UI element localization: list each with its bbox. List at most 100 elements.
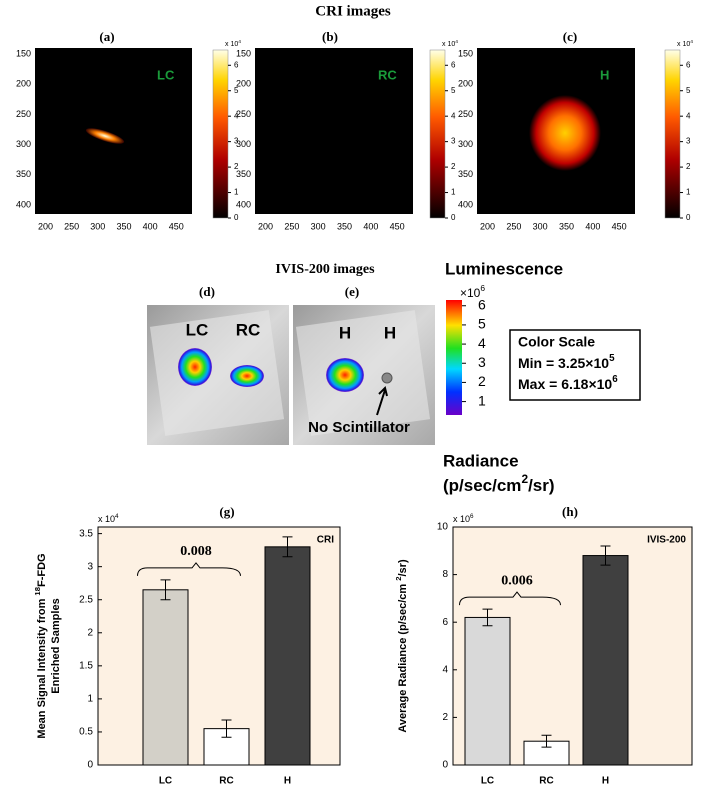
photo-annotation: No Scintillator	[308, 419, 410, 436]
colorbar-tick-label: 1	[478, 392, 486, 408]
superscript: 2	[394, 577, 403, 581]
y-tick-label: 0.5	[79, 727, 93, 738]
unit-title: Radiance	[443, 451, 519, 470]
y-tick-label: 150	[458, 48, 473, 58]
x-tick-label: 300	[90, 221, 105, 231]
x-tick-label: RC	[539, 776, 553, 786]
colorbar-tick-label: 1	[686, 188, 691, 197]
panel-tag: LC	[157, 67, 175, 82]
colorbar	[429, 49, 446, 219]
superscript: 4	[455, 39, 458, 45]
panel-label: (b)	[322, 29, 338, 44]
y-tick-label: 1.5	[79, 660, 93, 671]
superscript: 18	[33, 586, 42, 595]
error-bar	[282, 536, 293, 558]
x-tick-label: 200	[38, 221, 53, 231]
x-tick-label: 300	[533, 221, 548, 231]
significance-bracket	[137, 562, 241, 576]
superscript: 4	[690, 39, 693, 45]
colorbar-tick-label: 4	[686, 111, 691, 120]
x-tick-label: H	[602, 776, 609, 786]
text-part: Mean Signal Intensity from	[36, 596, 48, 739]
y-tick-label: 200	[16, 79, 31, 89]
colorbar-tick-label: 4	[478, 335, 486, 351]
y-tick-label: 0	[442, 760, 448, 771]
colorbar-exponent: x 104	[225, 39, 241, 48]
y-tick-label: 200	[458, 79, 473, 89]
unit: (p/sec/cm2/sr)	[443, 472, 555, 495]
y-axis-label: Average Radiance (p/sec/cm 2/sr)	[394, 559, 409, 733]
colorbar-tick-label: 5	[478, 316, 486, 332]
colorbar-tick-label: 5	[451, 86, 456, 95]
superscript: 5	[609, 353, 615, 364]
x-tick-label: 450	[169, 221, 184, 231]
p-value: 0.006	[501, 573, 533, 588]
error-bar	[600, 545, 611, 566]
error-bar	[482, 608, 493, 627]
signal-spot	[85, 128, 125, 144]
colorbar-tick-label: 0	[451, 213, 456, 222]
text-part: Average Radiance (p/sec/cm	[397, 581, 409, 733]
superscript: 4	[238, 39, 241, 45]
spot-tag: H	[384, 323, 396, 342]
luminescence-spot	[326, 358, 364, 392]
error-bar	[541, 734, 552, 748]
y-tick-label: 400	[236, 199, 251, 209]
cri-image	[255, 48, 413, 214]
colorbar-tick-label: 2	[451, 162, 456, 171]
colorbar-title: Luminescence	[445, 259, 563, 278]
x-tick-label: 450	[390, 221, 405, 231]
bar	[264, 546, 311, 766]
text-part: x 10	[453, 514, 470, 524]
cri-image	[35, 48, 192, 214]
x-tick-label: LC	[481, 776, 494, 786]
colorbar-tick-label: 6	[478, 296, 486, 312]
error-bar	[160, 579, 171, 601]
x-tick-label: 350	[116, 221, 131, 231]
x-tick-label: 400	[143, 221, 158, 231]
x-tick-label: 450	[612, 221, 627, 231]
p-value: 0.008	[180, 544, 212, 559]
text-part: x 10	[98, 514, 115, 524]
colorbar-tick-label: 3	[686, 137, 691, 146]
x-tick-label: 250	[506, 221, 521, 231]
colorbar-tick-label: 0	[234, 213, 239, 222]
chart-title: (g)	[219, 504, 234, 519]
panel-tag: RC	[378, 67, 397, 82]
arrow	[376, 386, 388, 416]
color-scale-min: Min = 3.25×105	[518, 353, 615, 371]
colorbar-exponent: x 104	[677, 39, 693, 48]
y-tick-label: 150	[16, 48, 31, 58]
y-tick-label: 2	[442, 712, 448, 723]
panel-label: (e)	[345, 284, 359, 299]
luminescence-spot	[230, 365, 264, 387]
y-tick-label: 300	[16, 139, 31, 149]
spot-tag: H	[339, 323, 351, 342]
text-part: x 10	[677, 41, 690, 48]
bar	[142, 589, 189, 766]
x-tick-label: 250	[64, 221, 79, 231]
y-axis-label: Mean Signal Intensity from 18F-FDG	[33, 553, 48, 738]
colorbar	[664, 49, 681, 219]
y-tick-label: 1	[87, 694, 93, 705]
colorbar-tick-label: 3	[478, 354, 486, 370]
superscript: 6	[480, 283, 485, 293]
x-tick-label: 350	[337, 221, 352, 231]
y-tick-label: 10	[437, 522, 449, 533]
colorbar-tick-label: 2	[234, 162, 239, 171]
spot-tag: LC	[186, 320, 209, 339]
colorbar-tick-label: 6	[234, 60, 239, 69]
y-tick-label: 300	[458, 139, 473, 149]
colorbar	[446, 300, 462, 415]
y-tick-label: 400	[458, 199, 473, 209]
colorbar-tick-label: 1	[451, 188, 456, 197]
x-tick-label: 300	[311, 221, 326, 231]
color-scale-max: Max = 6.18×106	[518, 374, 618, 392]
color-scale-box	[509, 329, 641, 401]
ivis-title: IVIS-200 images	[275, 262, 375, 277]
y-tick-label: 250	[236, 109, 251, 119]
signal-spot	[529, 95, 601, 171]
text-part: F-FDG	[36, 553, 48, 587]
chart-annotation: CRI	[317, 535, 334, 546]
